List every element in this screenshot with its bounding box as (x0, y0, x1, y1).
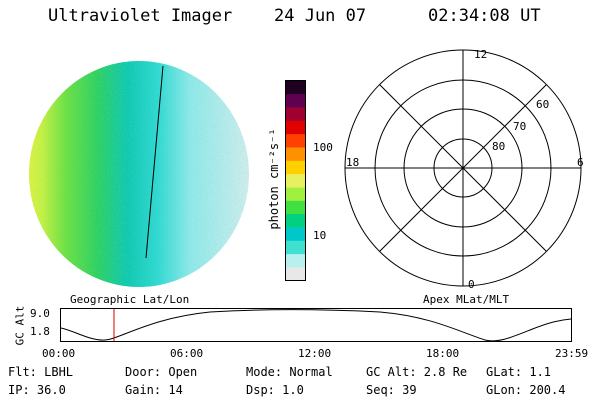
orbit-xtick-0: 00:00 (42, 347, 76, 360)
polar-plot (344, 49, 582, 287)
info-seq: Seq: 39 (366, 383, 417, 397)
colorbar-tick-10: 10 (313, 229, 327, 242)
orbit-chart (60, 308, 572, 342)
info-glat: GLat: 1.1 (486, 365, 552, 379)
colorbar-band (285, 187, 306, 201)
caption-geographic: Geographic Lat/Lon (70, 293, 190, 306)
colorbar-band (285, 253, 306, 268)
orbit-xtick-4: 23:59 (555, 347, 589, 360)
orbit-ytick-high: 9.0 (30, 307, 50, 320)
colorbar-band (285, 227, 306, 241)
mlt-label-18: 18 (346, 156, 360, 169)
instrument-title: Ultraviolet Imager (48, 6, 233, 26)
colorbar-unit-label: photon cm⁻²s⁻¹ (267, 128, 281, 230)
info-gc-alt: GC Alt: 2.8 Re (366, 365, 468, 379)
colorbar-band (285, 80, 306, 95)
caption-apex: Apex MLat/MLT (423, 293, 510, 306)
lat-label-80: 80 (492, 140, 506, 153)
colorbar (285, 80, 306, 281)
earth-image (29, 61, 249, 287)
orbit-xtick-2: 12:00 (298, 347, 332, 360)
lat-label-60: 60 (536, 98, 550, 111)
date-label: 24 Jun 07 (274, 6, 367, 26)
orbit-ytick-low: 1.8 (30, 325, 50, 338)
mlt-label-6: 6 (577, 156, 584, 169)
colorbar-band (285, 107, 306, 121)
orbit-xtick-3: 18:00 (426, 347, 460, 360)
mlt-label-12: 12 (474, 48, 488, 61)
colorbar-tick-100: 100 (313, 141, 333, 154)
colorbar-band (285, 93, 306, 108)
lat-label-70: 70 (513, 120, 527, 133)
colorbar-band (285, 200, 306, 215)
colorbar-band (285, 240, 306, 255)
info-ip: IP: 36.0 (8, 383, 66, 397)
time-label: 02:34:08 UT (428, 6, 541, 26)
info-gain: Gain: 14 (125, 383, 183, 397)
colorbar-band (285, 133, 306, 148)
colorbar-band (285, 213, 306, 228)
colorbar-band (285, 267, 306, 281)
colorbar-band (285, 147, 306, 161)
orbit-altitude-curve (60, 309, 572, 342)
orbit-ylabel: GC Alt (13, 305, 27, 346)
colorbar-band (285, 160, 306, 175)
info-glon: GLon: 200.4 (486, 383, 566, 397)
mlt-label-0: 0 (468, 278, 475, 291)
orbit-xtick-1: 06:00 (170, 347, 204, 360)
colorbar-band (285, 173, 306, 188)
info-door: Door: Open (125, 365, 198, 379)
colorbar-band (285, 120, 306, 135)
terminator-line (145, 65, 164, 259)
info-mode: Mode: Normal (246, 365, 333, 379)
info-dsp: Dsp: 1.0 (246, 383, 304, 397)
info-flt: Flt: LBHL (8, 365, 74, 379)
